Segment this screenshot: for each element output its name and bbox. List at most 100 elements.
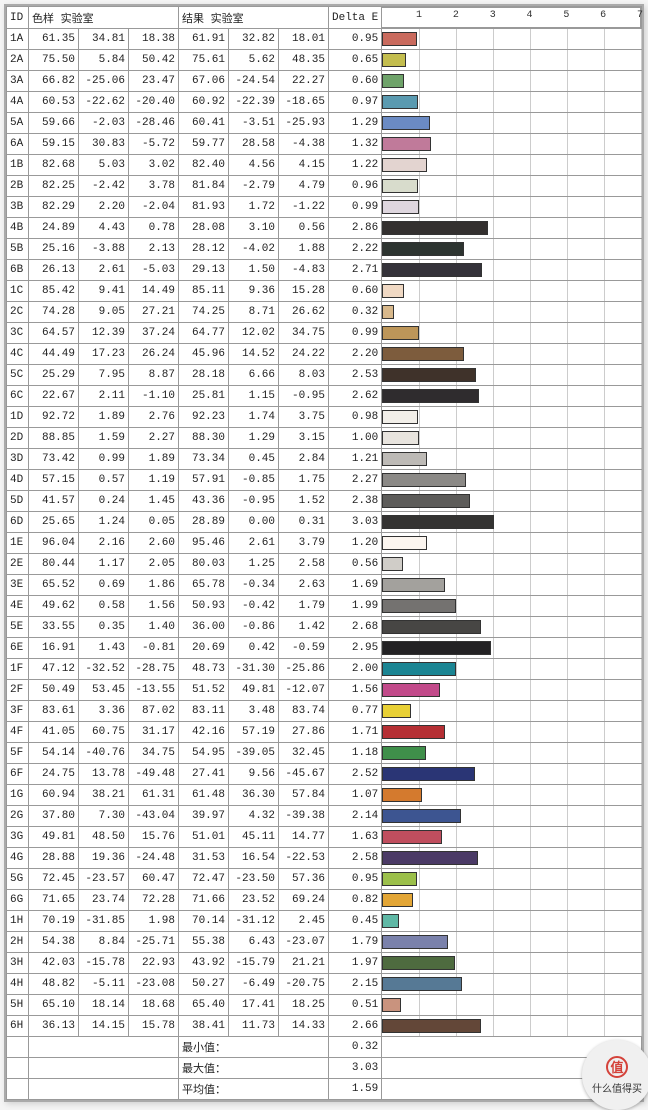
cell-b2: 3.15 xyxy=(279,428,329,449)
watermark-badge: 值 什么值得买 xyxy=(582,1040,648,1110)
cell-a2: 14.52 xyxy=(229,344,279,365)
cell-b2: -22.53 xyxy=(279,848,329,869)
cell-L2: 43.92 xyxy=(179,953,229,974)
table-row: 4A60.53-22.62-20.4060.92-22.39-18.650.97 xyxy=(7,92,642,113)
cell-b1: 1.56 xyxy=(129,596,179,617)
cell-b2: 83.74 xyxy=(279,701,329,722)
chart-cell xyxy=(382,491,642,512)
cell-a1: 19.36 xyxy=(79,848,129,869)
chart-cell xyxy=(382,638,642,659)
cell-id: 4G xyxy=(7,848,29,869)
cell-b1: 1.40 xyxy=(129,617,179,638)
table-row: 1A61.3534.8118.3861.9132.8218.010.95 xyxy=(7,29,642,50)
cell-b1: -1.10 xyxy=(129,386,179,407)
summary-row: 最小值：0.32 xyxy=(7,1037,642,1058)
cell-L2: 67.06 xyxy=(179,71,229,92)
watermark-icon: 值 xyxy=(606,1056,628,1078)
cell-b1: 15.78 xyxy=(129,1016,179,1037)
cell-L2: 92.23 xyxy=(179,407,229,428)
cell-id: 3G xyxy=(7,827,29,848)
cell-L1: 59.66 xyxy=(29,113,79,134)
cell-L1: 37.80 xyxy=(29,806,79,827)
delta-bar xyxy=(382,620,481,634)
cell-id: 6F xyxy=(7,764,29,785)
cell-a1: 38.21 xyxy=(79,785,129,806)
cell-id: 4F xyxy=(7,722,29,743)
cell-L1: 47.12 xyxy=(29,659,79,680)
cell-delta: 2.38 xyxy=(329,491,382,512)
cell-b1: 22.93 xyxy=(129,953,179,974)
cell-b1: -28.75 xyxy=(129,659,179,680)
chart-cell xyxy=(382,365,642,386)
cell-delta: 2.53 xyxy=(329,365,382,386)
table-row: 3D73.420.991.8973.340.452.841.21 xyxy=(7,449,642,470)
cell-a1: -32.52 xyxy=(79,659,129,680)
cell-a2: -31.12 xyxy=(229,911,279,932)
cell-delta: 1.07 xyxy=(329,785,382,806)
cell-id: 5F xyxy=(7,743,29,764)
cell-a1: -2.42 xyxy=(79,176,129,197)
cell-L1: 48.82 xyxy=(29,974,79,995)
chart-cell xyxy=(382,995,642,1016)
cell-a2: 1.15 xyxy=(229,386,279,407)
cell-b2: -25.86 xyxy=(279,659,329,680)
chart-cell xyxy=(382,848,642,869)
cell-a2: -15.79 xyxy=(229,953,279,974)
delta-bar xyxy=(382,704,410,718)
cell-delta: 2.15 xyxy=(329,974,382,995)
cell-id: 4C xyxy=(7,344,29,365)
cell-L1: 92.72 xyxy=(29,407,79,428)
cell-b2: -45.67 xyxy=(279,764,329,785)
cell-L2: 60.41 xyxy=(179,113,229,134)
cell-a1: -22.62 xyxy=(79,92,129,113)
cell-L2: 45.96 xyxy=(179,344,229,365)
cell-b1: 1.98 xyxy=(129,911,179,932)
cell-L1: 25.29 xyxy=(29,365,79,386)
cell-delta: 0.82 xyxy=(329,890,382,911)
table-row: 6G71.6523.7472.2871.6623.5269.240.82 xyxy=(7,890,642,911)
cell-L2: 88.30 xyxy=(179,428,229,449)
cell-id: 1H xyxy=(7,911,29,932)
cell-a1: 18.14 xyxy=(79,995,129,1016)
summary-value: 0.32 xyxy=(329,1037,382,1058)
chart-cell xyxy=(382,50,642,71)
chart-cell xyxy=(382,197,642,218)
cell-L2: 48.73 xyxy=(179,659,229,680)
cell-L1: 54.38 xyxy=(29,932,79,953)
cell-L2: 28.18 xyxy=(179,365,229,386)
cell-L1: 49.81 xyxy=(29,827,79,848)
table-row: 2G37.807.30-43.0439.974.32-39.382.14 xyxy=(7,806,642,827)
cell-a1: 0.99 xyxy=(79,449,129,470)
cell-L2: 74.25 xyxy=(179,302,229,323)
cell-b2: 0.56 xyxy=(279,218,329,239)
cell-id: 6D xyxy=(7,512,29,533)
cell-b2: 14.33 xyxy=(279,1016,329,1037)
cell-id: 4E xyxy=(7,596,29,617)
cell-L2: 39.97 xyxy=(179,806,229,827)
delta-bar xyxy=(382,368,476,382)
cell-b2: 48.35 xyxy=(279,50,329,71)
cell-b2: 34.75 xyxy=(279,323,329,344)
delta-bar xyxy=(382,284,404,298)
cell-delta: 1.29 xyxy=(329,113,382,134)
cell-a1: 23.74 xyxy=(79,890,129,911)
cell-b2: 18.01 xyxy=(279,29,329,50)
cell-L2: 83.11 xyxy=(179,701,229,722)
cell-a1: 2.16 xyxy=(79,533,129,554)
chart-cell xyxy=(382,827,642,848)
cell-delta: 0.96 xyxy=(329,176,382,197)
cell-a2: -24.54 xyxy=(229,71,279,92)
cell-id: 1D xyxy=(7,407,29,428)
cell-L1: 42.03 xyxy=(29,953,79,974)
cell-L1: 85.42 xyxy=(29,281,79,302)
cell-L1: 74.28 xyxy=(29,302,79,323)
cell-b2: -39.38 xyxy=(279,806,329,827)
cell-delta: 1.21 xyxy=(329,449,382,470)
chart-cell xyxy=(382,281,642,302)
cell-b2: 69.24 xyxy=(279,890,329,911)
cell-L1: 65.10 xyxy=(29,995,79,1016)
cell-L1: 61.35 xyxy=(29,29,79,50)
cell-a1: -31.85 xyxy=(79,911,129,932)
cell-a2: 36.30 xyxy=(229,785,279,806)
cell-a2: 45.11 xyxy=(229,827,279,848)
